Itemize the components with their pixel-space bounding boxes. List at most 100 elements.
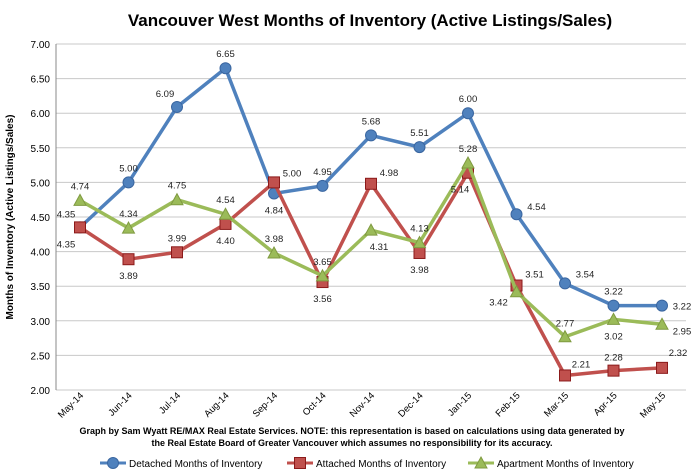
x-tick-label: May-14: [56, 390, 86, 420]
data-point-triangle: [655, 317, 669, 330]
data-point-square: [559, 369, 571, 382]
data-label: 4.95: [313, 167, 332, 178]
data-point-square: [171, 246, 183, 259]
data-label: 3.54: [576, 269, 595, 280]
data-point-square: [607, 364, 620, 377]
x-tick-label: Sep-14: [251, 390, 280, 419]
legend-label: Detached Months of Inventory: [129, 459, 262, 470]
data-point-triangle: [73, 193, 87, 206]
x-tick-label: Mar-15: [542, 390, 571, 419]
data-label: 4.75: [168, 181, 187, 192]
legend-label: Attached Months of Inventory: [316, 459, 446, 470]
data-label: 4.54: [527, 202, 546, 213]
chart-title: Vancouver West Months of Inventory (Acti…: [128, 11, 612, 30]
y-tick-label: 5.00: [31, 178, 51, 189]
data-label: 4.13: [410, 224, 429, 235]
data-label: 3.98: [410, 265, 429, 276]
data-label: 5.00: [119, 163, 138, 174]
data-point-circle: [122, 176, 135, 189]
y-tick-label: 4.50: [31, 213, 51, 224]
data-point-circle: [656, 299, 668, 312]
data-point-square: [365, 177, 377, 190]
data-label: 2.28: [604, 353, 623, 364]
data-point-circle: [607, 299, 620, 312]
data-label: 2.95: [673, 326, 692, 337]
data-label: 2.21: [572, 359, 591, 370]
footnote-line-2: the Real Estate Board of Greater Vancouv…: [152, 438, 553, 448]
data-label: 5.28: [459, 144, 478, 155]
y-tick-label: 2.50: [31, 351, 51, 362]
data-point-square: [219, 217, 232, 230]
y-tick-label: 6.50: [31, 75, 51, 86]
data-point-triangle: [121, 221, 136, 234]
data-point-triangle: [461, 155, 475, 169]
data-point-circle: [316, 179, 329, 192]
legend-label: Apartment Months of Inventory: [497, 459, 634, 470]
x-tick-label: Jan-15: [446, 390, 474, 418]
data-label: 3.89: [119, 271, 138, 282]
y-tick-label: 3.50: [31, 282, 51, 293]
x-tick-label: Aug-14: [202, 390, 231, 419]
data-point-triangle: [364, 223, 378, 236]
x-tick-label: Dec-14: [396, 390, 425, 419]
data-label: 2.77: [556, 319, 575, 330]
data-label: 2.32: [669, 348, 688, 359]
data-point-triangle: [509, 284, 524, 298]
data-point-square: [268, 176, 280, 189]
data-point-circle: [365, 129, 377, 142]
y-tick-label: 6.00: [31, 109, 51, 120]
data-point-circle: [413, 141, 426, 154]
data-point-triangle: [412, 235, 427, 249]
x-tick-label: Jun-14: [106, 390, 134, 418]
data-point-triangle: [218, 207, 233, 220]
data-point-triangle: [315, 268, 330, 282]
data-label: 6.09: [156, 89, 175, 100]
data-label: 3.02: [604, 331, 623, 342]
data-label: 3.22: [604, 287, 623, 298]
data-label: 5.68: [362, 116, 381, 127]
data-label: 4.84: [265, 205, 284, 216]
data-label: 4.98: [380, 168, 399, 179]
x-tick-label: Nov-14: [348, 390, 377, 419]
y-tick-label: 4.00: [31, 248, 51, 259]
data-label: 5.14: [451, 185, 470, 196]
data-label: 3.65: [313, 257, 332, 268]
data-label: 4.74: [71, 181, 90, 192]
data-point-triangle: [267, 245, 281, 259]
data-label: 3.56: [313, 294, 332, 305]
data-point-triangle: [606, 312, 621, 325]
data-point-square: [413, 246, 426, 259]
footnote-line-1: Graph by Sam Wyatt RE/MAX Real Estate Se…: [80, 426, 625, 436]
data-label: 3.98: [265, 234, 284, 245]
data-point-triangle: [558, 329, 572, 343]
x-tick-label: Oct-14: [301, 390, 329, 418]
x-tick-label: Feb-15: [494, 390, 523, 419]
x-tick-label: Jul-14: [157, 390, 183, 416]
legend-marker-triangle: [474, 455, 488, 469]
data-label: 6.65: [216, 49, 235, 60]
data-label: 4.31: [370, 242, 389, 253]
data-label: 4.35: [57, 209, 76, 220]
data-point-square: [656, 361, 668, 374]
data-point-circle: [171, 100, 183, 113]
data-point-circle: [462, 107, 474, 120]
data-point-circle: [510, 208, 523, 221]
x-tick-label: May-15: [638, 390, 668, 420]
series-line-square: [79, 168, 663, 378]
data-label: 3.42: [489, 298, 508, 309]
data-label: 6.00: [459, 94, 478, 105]
data-label: 3.22: [673, 302, 692, 313]
data-point-circle: [559, 277, 571, 290]
data-label: 4.35: [57, 239, 76, 250]
data-label: 3.51: [525, 270, 544, 281]
data-label: 5.00: [283, 168, 302, 179]
legend-marker-circle: [107, 457, 119, 469]
data-point-square: [122, 253, 135, 266]
legend-marker-square: [294, 457, 306, 469]
data-point-circle: [219, 62, 232, 75]
y-tick-label: 7.00: [31, 40, 51, 51]
y-tick-label: 2.00: [31, 386, 51, 397]
y-axis-label: Months of Inventory (Active Listings/Sal…: [5, 114, 16, 319]
